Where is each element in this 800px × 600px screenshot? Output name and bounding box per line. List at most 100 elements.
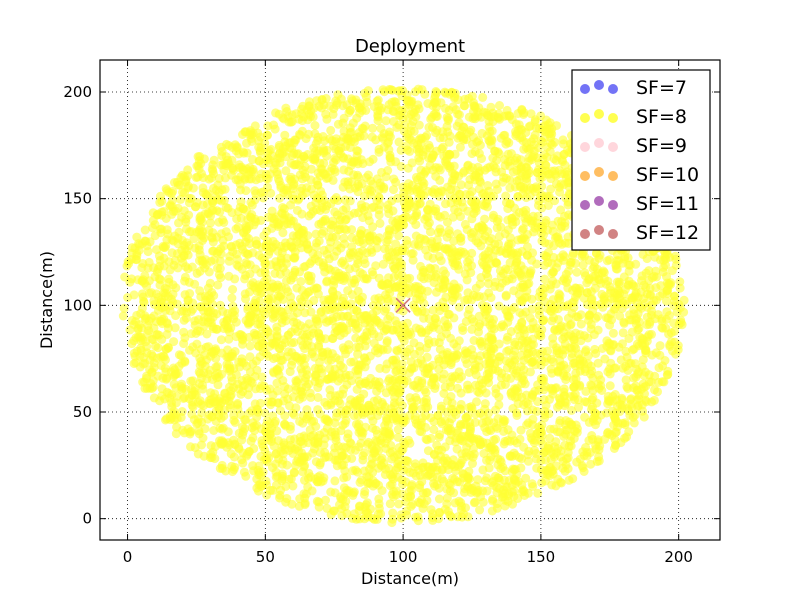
scatter-point [639,412,649,422]
scatter-point [411,471,421,481]
scatter-point [211,416,221,426]
scatter-point [510,346,520,356]
scatter-point [345,105,355,115]
scatter-point [360,121,370,131]
scatter-point [243,390,253,400]
scatter-point [213,280,223,290]
scatter-point [436,401,446,411]
scatter-point [179,327,189,337]
scatter-point [366,504,375,514]
scatter-point [355,477,365,487]
scatter-point [338,343,348,353]
scatter-point [282,276,291,286]
scatter-point [509,475,519,485]
scatter-point [443,161,453,171]
scatter-point [248,164,258,174]
scatter-point [372,236,382,246]
scatter-point [584,436,594,445]
scatter-point [155,396,165,406]
scatter-point [613,422,622,432]
scatter-point [408,255,418,265]
scatter-point [512,176,522,186]
scatter-point [205,278,215,288]
scatter-point [614,342,624,352]
scatter-point [338,450,348,460]
scatter-point [500,501,510,511]
scatter-point [218,215,228,225]
scatter-point [554,165,564,175]
scatter-point [301,489,311,499]
scatter-point [328,216,338,226]
scatter-point [443,182,453,192]
scatter-point [359,389,369,399]
scatter-point [610,435,620,445]
scatter-point [313,180,323,190]
scatter-point [633,339,642,349]
scatter-point [579,293,589,303]
scatter-point [369,338,379,348]
scatter-point [448,374,458,383]
scatter-point [415,156,425,166]
scatter-point [375,106,385,115]
scatter-point [203,342,213,352]
scatter-point [484,236,494,246]
scatter-point [298,101,308,111]
scatter-point [563,453,573,463]
scatter-point [516,271,526,280]
scatter-point [230,439,240,449]
scatter-point [308,206,318,216]
scatter-point [344,134,353,144]
scatter-point [494,476,504,485]
scatter-point [504,274,514,284]
scatter-point [258,442,268,452]
scatter-point [141,236,151,246]
scatter-point [140,377,149,387]
scatter-point [382,336,392,346]
scatter-point [233,255,242,264]
scatter-point [155,198,165,207]
scatter-point [345,264,354,274]
scatter-point [484,463,494,473]
scatter-point [666,328,676,338]
scatter-point [164,188,174,197]
scatter-point [290,444,300,454]
scatter-point [416,172,425,181]
scatter-point [159,243,169,252]
scatter-point [237,241,247,251]
scatter-point [544,239,554,249]
scatter-point [463,288,473,298]
scatter-point [377,486,387,496]
scatter-point [300,498,310,508]
scatter-point [208,160,218,170]
scatter-point [385,499,395,509]
scatter-point [250,304,260,314]
scatter-point [174,361,184,371]
scatter-point [345,196,355,206]
scatter-point [270,124,280,134]
scatter-point [418,359,427,369]
scatter-point [558,250,568,260]
scatter-point [385,153,395,163]
scatter-point [231,370,241,380]
scatter-point [499,419,508,429]
scatter-point [413,375,423,385]
scatter-point [437,474,447,484]
scatter-point [456,212,465,222]
scatter-point [331,134,341,144]
scatter-point [374,144,384,154]
scatter-point [321,334,330,344]
scatter-point [406,501,416,511]
scatter-point [445,191,455,201]
scatter-point [488,496,497,506]
scatter-point [309,296,319,305]
scatter-point [540,274,549,284]
scatter-point [509,486,519,496]
scatter-point [277,469,287,479]
scatter-point [347,278,357,288]
scatter-point [299,431,309,441]
scatter-point [209,246,218,256]
scatter-point [619,272,629,282]
scatter-point [298,165,308,175]
scatter-point [399,288,409,298]
scatter-point [431,313,440,323]
